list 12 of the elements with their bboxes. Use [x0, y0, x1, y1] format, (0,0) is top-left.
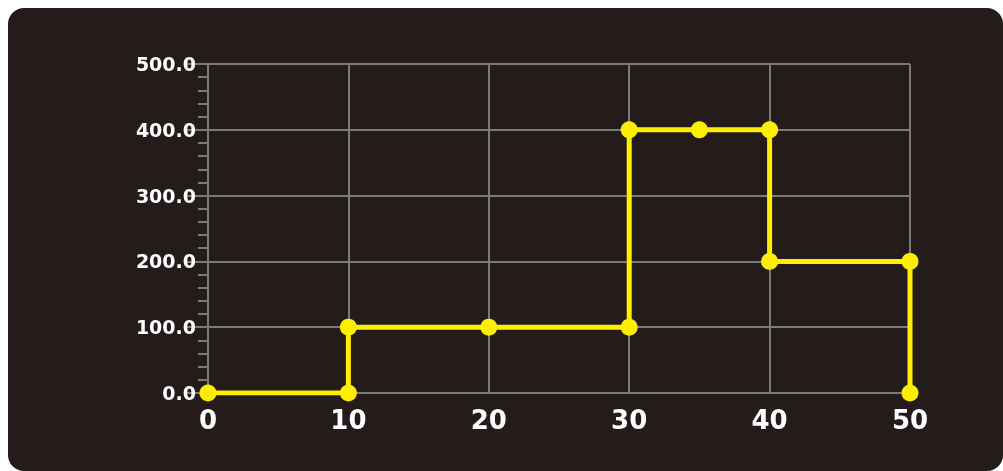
x-tick-label: 0	[198, 405, 218, 435]
x-tick-label: 50	[891, 405, 929, 435]
y-tick-label: 400.0	[135, 118, 196, 141]
y-tick-label: 300.0	[135, 184, 196, 207]
y-tick-label: 500.0	[135, 53, 196, 75]
y-tick-label: 100.0	[135, 316, 196, 339]
x-tick-label: 20	[470, 405, 507, 435]
x-tick-label: 40	[751, 405, 788, 435]
x-tick-label: 30	[611, 405, 648, 435]
y-tick-label: 0.0	[162, 382, 196, 404]
x-tick-label: 10	[330, 405, 367, 435]
y-tick-label: 200.0	[135, 250, 196, 273]
